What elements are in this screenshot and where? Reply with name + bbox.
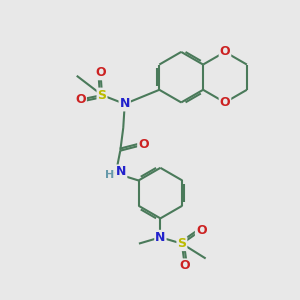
Text: N: N	[155, 231, 166, 244]
Text: O: O	[196, 224, 206, 237]
Text: N: N	[116, 165, 126, 178]
Text: H: H	[105, 170, 114, 180]
Text: O: O	[179, 260, 190, 272]
Text: O: O	[138, 138, 149, 151]
Text: N: N	[119, 98, 130, 110]
Text: O: O	[220, 45, 230, 58]
Text: S: S	[98, 88, 106, 102]
Text: O: O	[220, 96, 230, 109]
Text: S: S	[177, 237, 186, 250]
Text: O: O	[95, 66, 106, 79]
Text: O: O	[75, 93, 86, 106]
